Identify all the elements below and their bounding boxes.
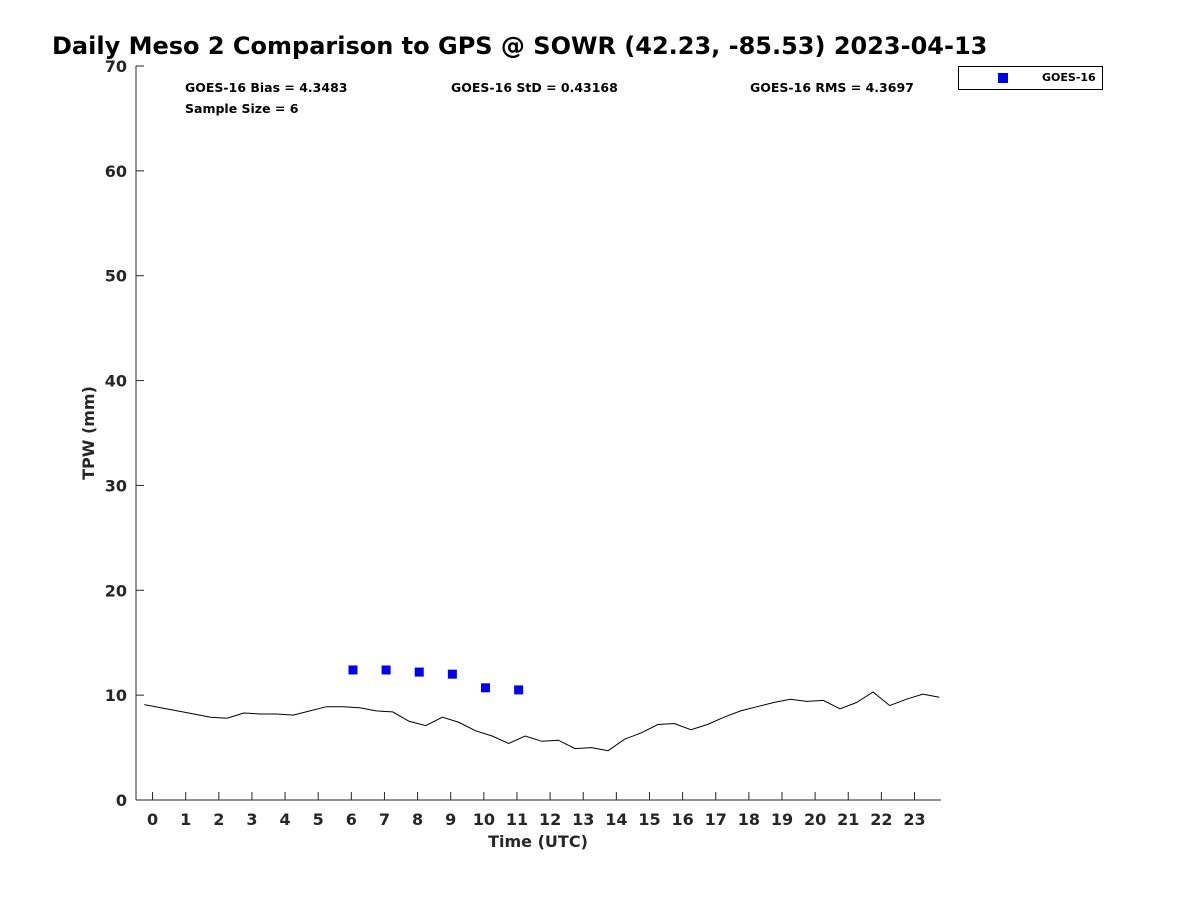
- x-tick-label: 22: [870, 810, 892, 829]
- x-tick-label: 21: [837, 810, 859, 829]
- x-tick-label: 9: [445, 810, 456, 829]
- plot-area: [144, 665, 940, 752]
- x-tick-label: 20: [804, 810, 826, 829]
- x-tick-label: 7: [379, 810, 390, 829]
- x-tick-label: 16: [671, 810, 693, 829]
- x-axis-label: Time (UTC): [488, 832, 588, 851]
- sample-size-stat: Sample Size = 6: [185, 101, 299, 116]
- x-tick-label: 15: [638, 810, 660, 829]
- std-stat: GOES-16 StD = 0.43168: [451, 80, 618, 95]
- x-tick-label: 5: [313, 810, 324, 829]
- goes16-point: [414, 667, 424, 677]
- x-tick-label: 2: [213, 810, 224, 829]
- legend-box: [958, 66, 1103, 90]
- goes16-point: [381, 665, 391, 675]
- goes16-point: [514, 685, 524, 695]
- legend-label: GOES-16: [1042, 71, 1096, 84]
- y-tick-label: 60: [105, 162, 127, 181]
- y-axis-label: TPW (mm): [79, 386, 98, 480]
- goes16-point: [348, 665, 358, 675]
- goes16-point: [480, 683, 490, 693]
- x-tick-label: 13: [572, 810, 594, 829]
- x-tick-label: 11: [506, 810, 528, 829]
- y-tick-label: 40: [105, 372, 127, 391]
- y-tick-label: 0: [116, 791, 127, 810]
- x-tick-label: 10: [473, 810, 495, 829]
- x-tick-label: 19: [771, 810, 793, 829]
- x-tick-label: 3: [246, 810, 257, 829]
- chart-title: Daily Meso 2 Comparison to GPS @ SOWR (4…: [52, 32, 987, 60]
- x-tick-label: 12: [539, 810, 561, 829]
- x-tick-label: 14: [605, 810, 627, 829]
- y-tick-label: 50: [105, 267, 127, 286]
- goes16-point: [447, 669, 457, 679]
- x-tick-label: 0: [147, 810, 158, 829]
- gps-tpw-line: [144, 691, 940, 752]
- legend: GOES-16: [958, 66, 1103, 90]
- y-tick-label: 20: [105, 581, 127, 600]
- x-tick-label: 18: [738, 810, 760, 829]
- legend-marker: [998, 73, 1008, 83]
- y-tick-label: 30: [105, 476, 127, 495]
- rms-stat: GOES-16 RMS = 4.3697: [750, 80, 914, 95]
- x-tick-label: 8: [412, 810, 423, 829]
- y-tick-label: 70: [105, 57, 127, 76]
- bias-stat: GOES-16 Bias = 4.3483: [185, 80, 347, 95]
- y-tick-label: 10: [105, 686, 127, 705]
- x-tick-label: 4: [280, 810, 291, 829]
- x-tick-label: 23: [903, 810, 925, 829]
- x-tick-label: 1: [180, 810, 191, 829]
- x-tick-label: 17: [705, 810, 727, 829]
- x-tick-label: 6: [346, 810, 357, 829]
